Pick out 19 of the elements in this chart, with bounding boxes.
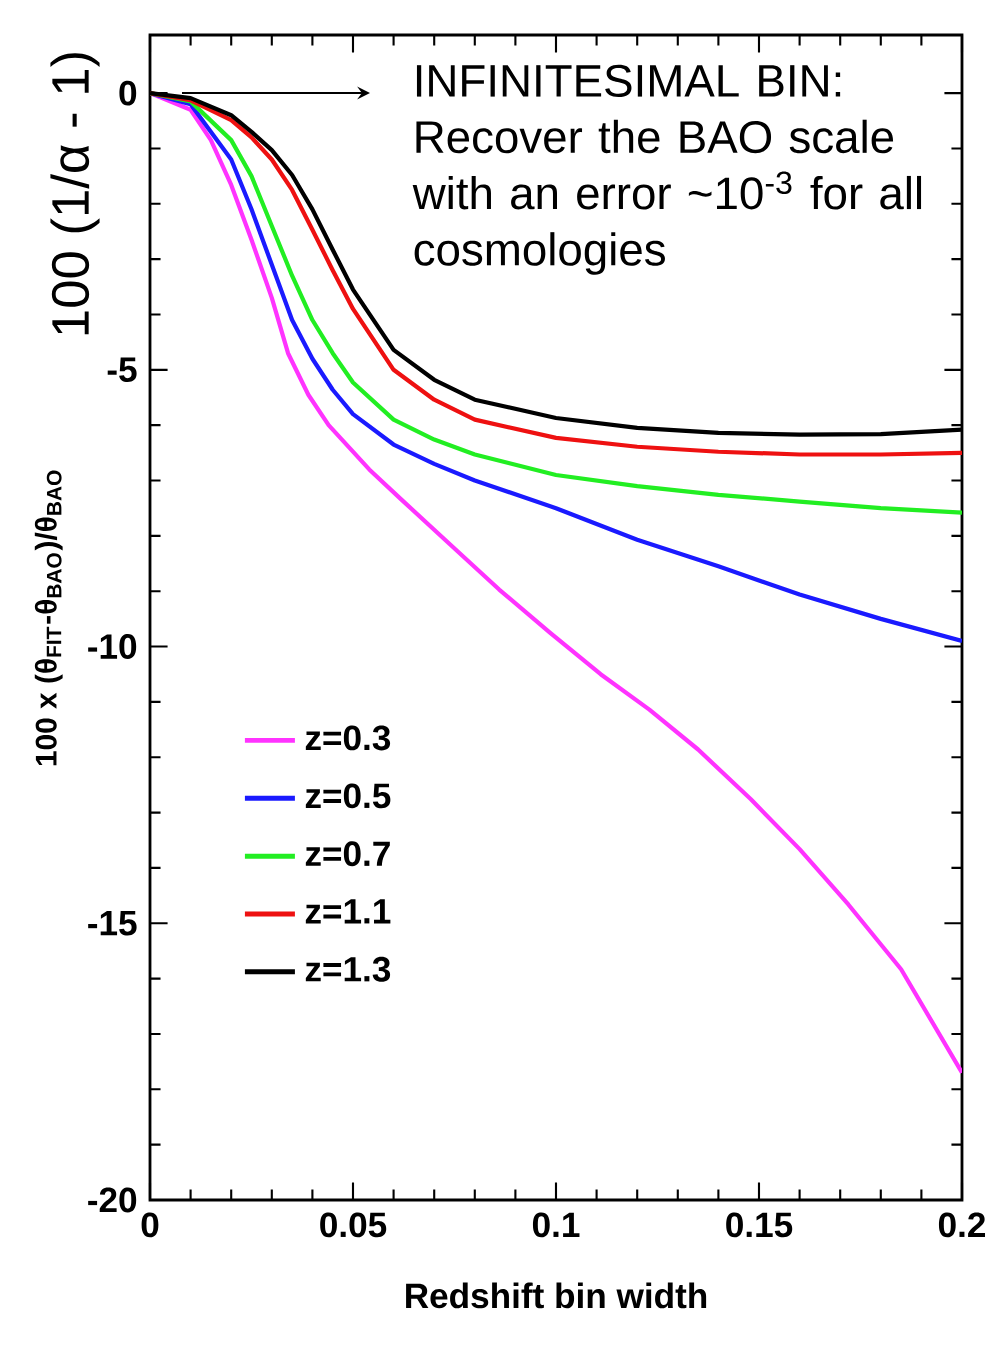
x-tick-label: 0.1 — [532, 1212, 580, 1238]
y-tick-label: -5 — [107, 357, 137, 383]
legend-label: z=0.5 — [305, 783, 391, 809]
text: INFINITESIMAL BIN: Recover the BAO scale with an error ~10$^{-3}$ for all cosmologies — [412, 64, 922, 275]
legend-label: z=1.3 — [305, 956, 391, 982]
legend-label: z=1.1 — [305, 899, 391, 924]
x-tick-label: 0.15 — [726, 1212, 793, 1238]
legend-label: z=0.3 — [305, 725, 391, 751]
y-tick-label: -20 — [88, 1187, 137, 1213]
x-tick-label: 0.05 — [320, 1212, 387, 1238]
legend-label: z=0.7 — [305, 841, 390, 867]
y-axis-title: 100 x (θ$_{FIT}$-θ$_{BAO}$)/θ$_{BAO}$ — [34, 470, 63, 766]
x-tick-label: 0.2 — [938, 1212, 986, 1238]
x-tick-label: 0 — [141, 1212, 159, 1238]
x-axis-title: Redshift bin width — [406, 1282, 707, 1309]
y-tick-label: -15 — [88, 910, 137, 936]
y-tick-label: -10 — [88, 634, 137, 659]
text: 100 (1/α - 1) — [50, 53, 100, 335]
y-tick-label: 0 — [119, 80, 137, 106]
